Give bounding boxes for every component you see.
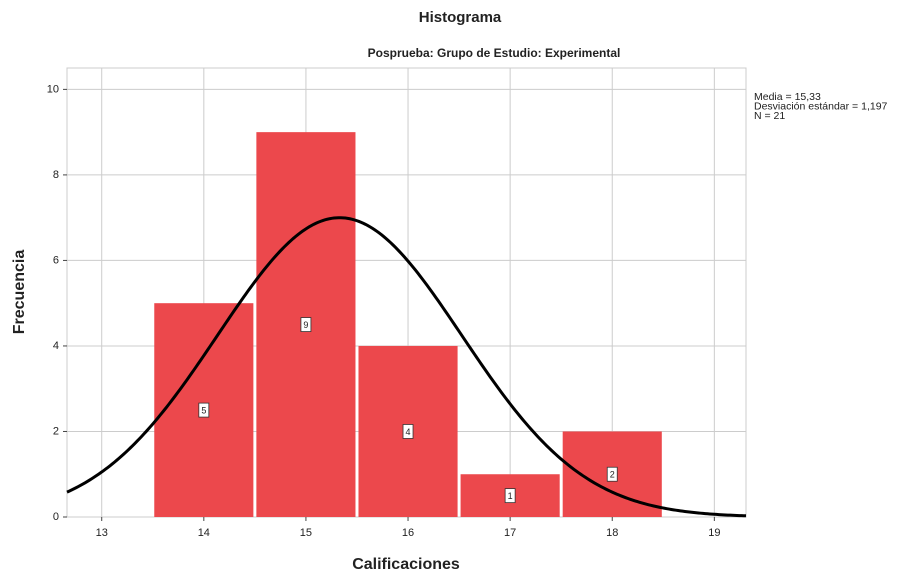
value-label: 4 xyxy=(406,427,411,437)
value-label: 9 xyxy=(303,320,308,330)
value-label: 5 xyxy=(201,405,206,415)
y-axis-label: Frecuencia xyxy=(11,250,28,335)
y-tick-label: 4 xyxy=(53,340,59,352)
value-label-box xyxy=(504,488,516,504)
x-tick-label: 15 xyxy=(300,527,312,539)
value-label: 2 xyxy=(610,470,615,480)
x-tick-label: 19 xyxy=(708,527,720,539)
value-label-box xyxy=(606,466,618,482)
value-label-box xyxy=(402,424,414,439)
chart-title: Histograma xyxy=(419,9,502,26)
value-label: 1 xyxy=(508,491,513,501)
stats-annotation: N = 21 xyxy=(754,110,785,122)
y-tick-label: 0 xyxy=(53,511,59,523)
x-tick-label: 18 xyxy=(606,527,618,539)
normal-curve xyxy=(66,216,747,518)
x-tick-label: 13 xyxy=(96,527,108,539)
x-tick-label: 14 xyxy=(198,527,210,539)
stats-annotation: Desviación estándar = 1,197 xyxy=(754,100,888,112)
value-label-box xyxy=(300,317,312,332)
chart-subtitle: Posprueba: Grupo de Estudio: Experimenta… xyxy=(368,46,621,60)
value-label-box xyxy=(198,402,210,418)
y-tick-label: 10 xyxy=(47,83,59,95)
x-tick-label: 17 xyxy=(504,527,516,539)
x-tick-label: 16 xyxy=(402,527,414,539)
x-axis-label: Calificaciones xyxy=(352,556,460,573)
y-tick-label: 2 xyxy=(53,425,59,437)
y-tick-label: 8 xyxy=(53,169,59,181)
y-tick-label: 6 xyxy=(53,254,59,266)
stats-annotation: Media = 15,33 xyxy=(754,91,821,103)
